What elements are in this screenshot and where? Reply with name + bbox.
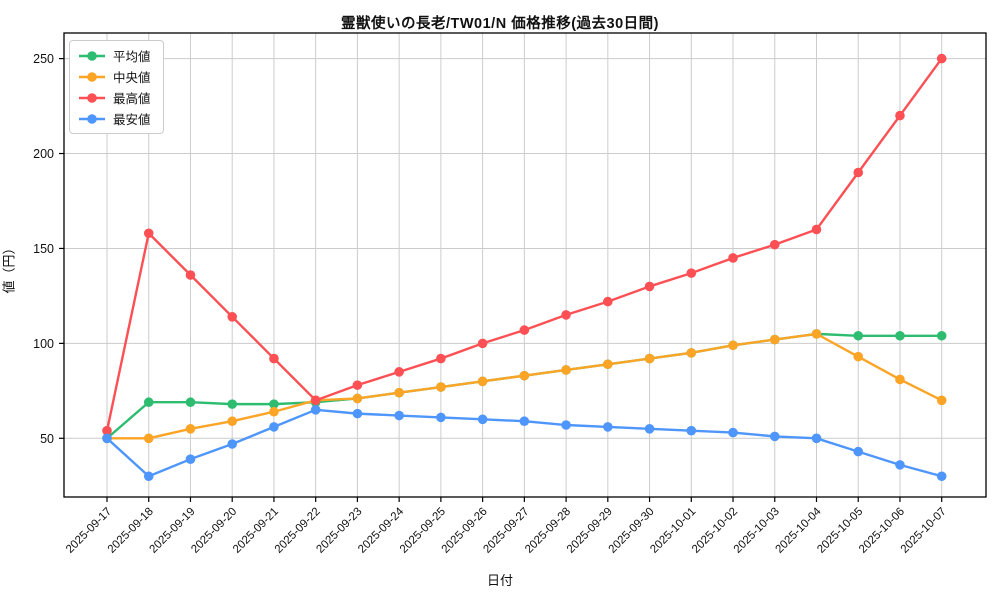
data-point-max [477,338,488,349]
data-point-min [269,422,279,432]
data-point-median [561,365,571,375]
series-min [102,405,947,482]
data-point-max [853,167,864,178]
data-point-min [936,471,947,482]
data-point-max [895,110,905,121]
data-point-min [686,425,697,436]
data-point-max [644,281,655,292]
data-point-median [686,348,697,358]
legend-item-avg: 平均値 [78,46,151,65]
data-point-max [185,270,196,280]
data-point-median [436,382,446,392]
data-point-min [769,431,780,442]
data-point-min [143,471,154,482]
data-point-max [561,310,571,320]
legend-marker-icon [79,92,105,103]
data-point-median [936,395,947,406]
legend: 平均値中央値最高値最安値 [69,40,164,134]
data-point-max [310,395,321,406]
data-point-avg [227,399,238,409]
data-point-max [394,367,404,377]
legend-label: 最高値 [113,92,151,106]
data-point-min [519,416,530,427]
legend-label: 平均値 [113,50,151,64]
legend-item-median: 中央値 [78,67,151,86]
data-point-median [352,393,363,404]
data-point-avg [269,399,279,409]
data-point-avg [853,330,864,341]
data-point-avg [143,397,154,408]
data-point-min [185,454,196,464]
data-point-avg [185,397,196,408]
data-point-max [102,425,112,436]
data-point-min [477,414,488,425]
data-point-avg [895,330,905,341]
series-max [102,53,947,436]
data-point-median [269,406,279,417]
data-point-max [811,224,822,235]
x-tick-labels: 2025-09-172025-09-182025-09-192025-09-20… [64,505,949,556]
y-tick-label: 250 [33,52,54,66]
data-point-median [603,359,613,370]
data-point-min [728,427,738,438]
data-point-max [603,296,613,307]
data-point-min [811,433,822,444]
data-point-median [644,353,655,364]
data-point-median [394,387,404,398]
data-point-min [436,412,446,423]
data-point-max [519,325,530,335]
x-tick-label: 2025-10-07 [899,506,949,556]
data-point-median [143,433,154,444]
data-point-min [227,439,238,449]
data-point-max [936,53,947,64]
data-point-median [477,376,488,387]
data-point-max [686,268,697,278]
data-point-median [811,329,822,339]
y-tick-labels: 50 100 150 200 250 [33,52,54,446]
data-point-median [728,340,738,351]
legend-item-max: 最高値 [78,88,151,107]
x-axis-label: 日付 [486,573,513,588]
data-point-median [853,351,864,362]
legend-label: 中央値 [113,71,151,85]
y-axis-label: 値（円） [1,241,17,294]
plot-border [63,32,987,498]
data-point-max [436,353,446,364]
legend-marker-icon [79,113,105,124]
tick-marks [59,57,943,502]
legend-marker-icon [79,50,105,61]
legend-item-min: 最安値 [78,109,151,128]
legend-label: 最安値 [113,113,151,127]
data-point-median [895,374,905,385]
data-point-median [519,370,530,381]
data-point-min [352,408,363,419]
data-point-median [769,334,780,345]
data-point-min [561,420,571,430]
data-point-min [895,460,905,470]
data-point-median [185,424,196,434]
data-point-avg [936,330,947,341]
data-point-min [102,433,112,444]
data-point-min [603,422,613,432]
data-point-max [352,380,363,390]
data-point-max [769,239,780,250]
data-point-max [227,311,238,322]
chart-title: 霊獣使いの長老/TW01/N 価格推移(過去30日間) [340,16,659,32]
y-tick-label: 50 [40,432,54,446]
data-point-max [269,353,279,364]
data-point-min [394,410,404,421]
data-point-max [728,253,738,263]
data-point-min [310,405,321,415]
data-point-median [227,416,238,427]
data-point-max [143,228,154,239]
data-point-min [644,424,655,434]
y-tick-label: 100 [33,337,54,351]
data-point-min [853,446,864,457]
y-tick-label: 150 [33,242,54,256]
y-tick-label: 200 [33,147,54,161]
legend-marker-icon [79,71,105,82]
